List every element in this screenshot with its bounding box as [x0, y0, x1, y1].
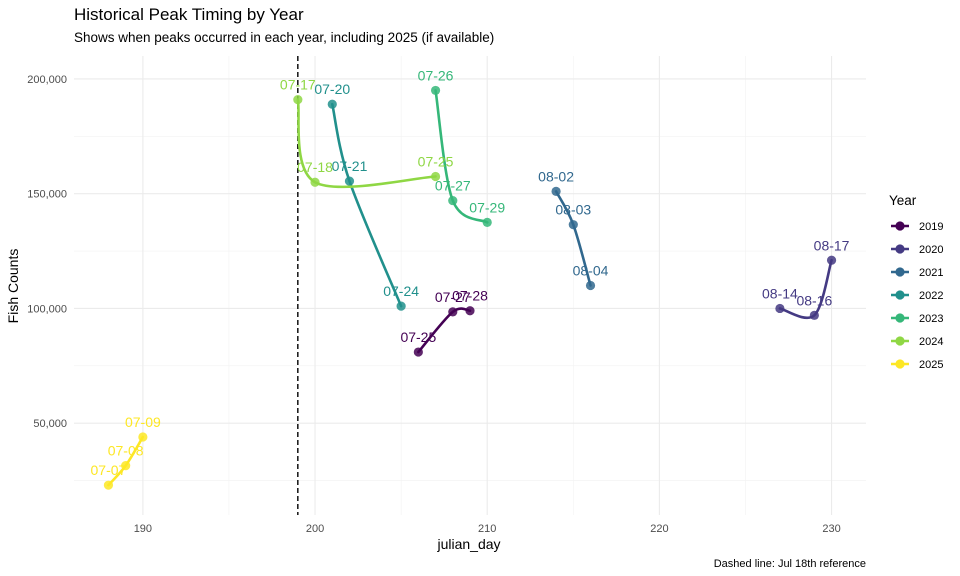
point-label-2024: 07-17: [280, 77, 316, 93]
legend-label-2023: 2023: [919, 313, 943, 325]
x-tick-label: 200: [306, 523, 324, 535]
point-label-2025: 07-08: [108, 443, 144, 459]
legend-key-point-2023: [895, 313, 905, 323]
y-tick-label: 200,000: [27, 74, 67, 86]
data-point-2019: [448, 307, 458, 317]
legend-label-2021: 2021: [919, 267, 943, 279]
y-tick-label: 150,000: [27, 189, 67, 201]
point-label-2019: 07-25: [400, 329, 436, 345]
data-point-2020: [809, 310, 819, 320]
y-tick-label: 100,000: [27, 303, 67, 315]
data-point-2023: [448, 195, 458, 206]
x-tick-label: 230: [822, 523, 840, 535]
legend-key-point-2021: [895, 267, 905, 277]
grid: [74, 56, 866, 515]
legend-label-2019: 2019: [919, 221, 943, 233]
data-point-2025: [121, 461, 131, 471]
x-axis-ticks: 190 200 210 220 230: [134, 523, 841, 535]
data-point-2020: [775, 303, 785, 314]
legend-key-point-2020: [895, 244, 905, 254]
y-axis-ticks: 50,000 100,000 150,000 200,000: [27, 74, 67, 430]
legend-key-point-2024: [895, 336, 905, 346]
data-point-2025: [103, 480, 114, 490]
data-point-2019: [465, 306, 475, 316]
chart-subtitle: Shows when peaks occurred in each year, …: [74, 30, 494, 45]
legend-label-2025: 2025: [919, 359, 943, 371]
legend-key-point-2022: [895, 290, 905, 300]
point-label-2019: 07-27: [435, 289, 471, 305]
legend: 2019 2020 2021 2022 2023 2024 2025: [891, 221, 943, 371]
x-axis-title: julian_day: [436, 536, 500, 552]
legend-label-2020: 2020: [919, 244, 943, 256]
point-label-2024: 07-25: [418, 153, 454, 169]
data-point-2021: [551, 186, 561, 197]
point-label-2021: 08-04: [573, 263, 609, 279]
legend-key-point-2025: [895, 359, 905, 369]
point-label-2020: 08-14: [762, 285, 798, 301]
data-point-2024: [310, 177, 320, 187]
legend-label-2022: 2022: [919, 290, 943, 302]
data-point-2022: [327, 99, 337, 109]
data-point-2023: [430, 85, 441, 96]
x-tick-label: 190: [134, 523, 152, 535]
point-label-2024: 07-18: [297, 159, 333, 175]
data-point-2023: [482, 217, 492, 227]
x-tick-label: 220: [650, 523, 668, 535]
legend-title: Year: [889, 193, 917, 208]
point-label-2021: 08-03: [555, 202, 591, 218]
y-axis-title: Fish Counts: [5, 249, 21, 324]
point-label-2025: 07-09: [125, 414, 161, 430]
x-tick-label: 210: [478, 523, 496, 535]
data-point-2022: [344, 176, 355, 186]
data-point-2025: [138, 432, 148, 442]
point-label-2022: 07-24: [383, 283, 419, 299]
point-label-2020: 08-17: [814, 237, 850, 253]
series-group: [103, 85, 837, 490]
data-point-2019: [413, 347, 423, 357]
legend-label-2024: 2024: [919, 336, 943, 348]
point-label-2022: 07-20: [314, 81, 350, 97]
point-label-2023: 07-27: [435, 178, 471, 194]
point-label-2021: 08-02: [538, 168, 574, 184]
series-line-2022: [330, 102, 403, 308]
point-label-2025: 07-07: [91, 462, 127, 478]
data-point-2021: [585, 280, 596, 291]
point-label-2020: 08-16: [796, 292, 832, 308]
data-point-2024: [293, 95, 303, 105]
chart-caption: Dashed line: Jul 18th reference: [714, 558, 866, 570]
legend-key-point-2019: [895, 221, 905, 231]
point-label-2019: 07-28: [452, 288, 488, 304]
point-label-2022: 07-21: [332, 158, 368, 174]
y-tick-label: 50,000: [33, 418, 67, 430]
data-point-2021: [568, 220, 578, 230]
point-label-2023: 07-29: [469, 199, 505, 215]
data-point-2024: [430, 171, 441, 182]
point-label-2023: 07-26: [418, 67, 454, 83]
data-point-2020: [826, 255, 837, 265]
chart-title: Historical Peak Timing by Year: [74, 5, 304, 24]
data-point-2022: [396, 301, 406, 311]
